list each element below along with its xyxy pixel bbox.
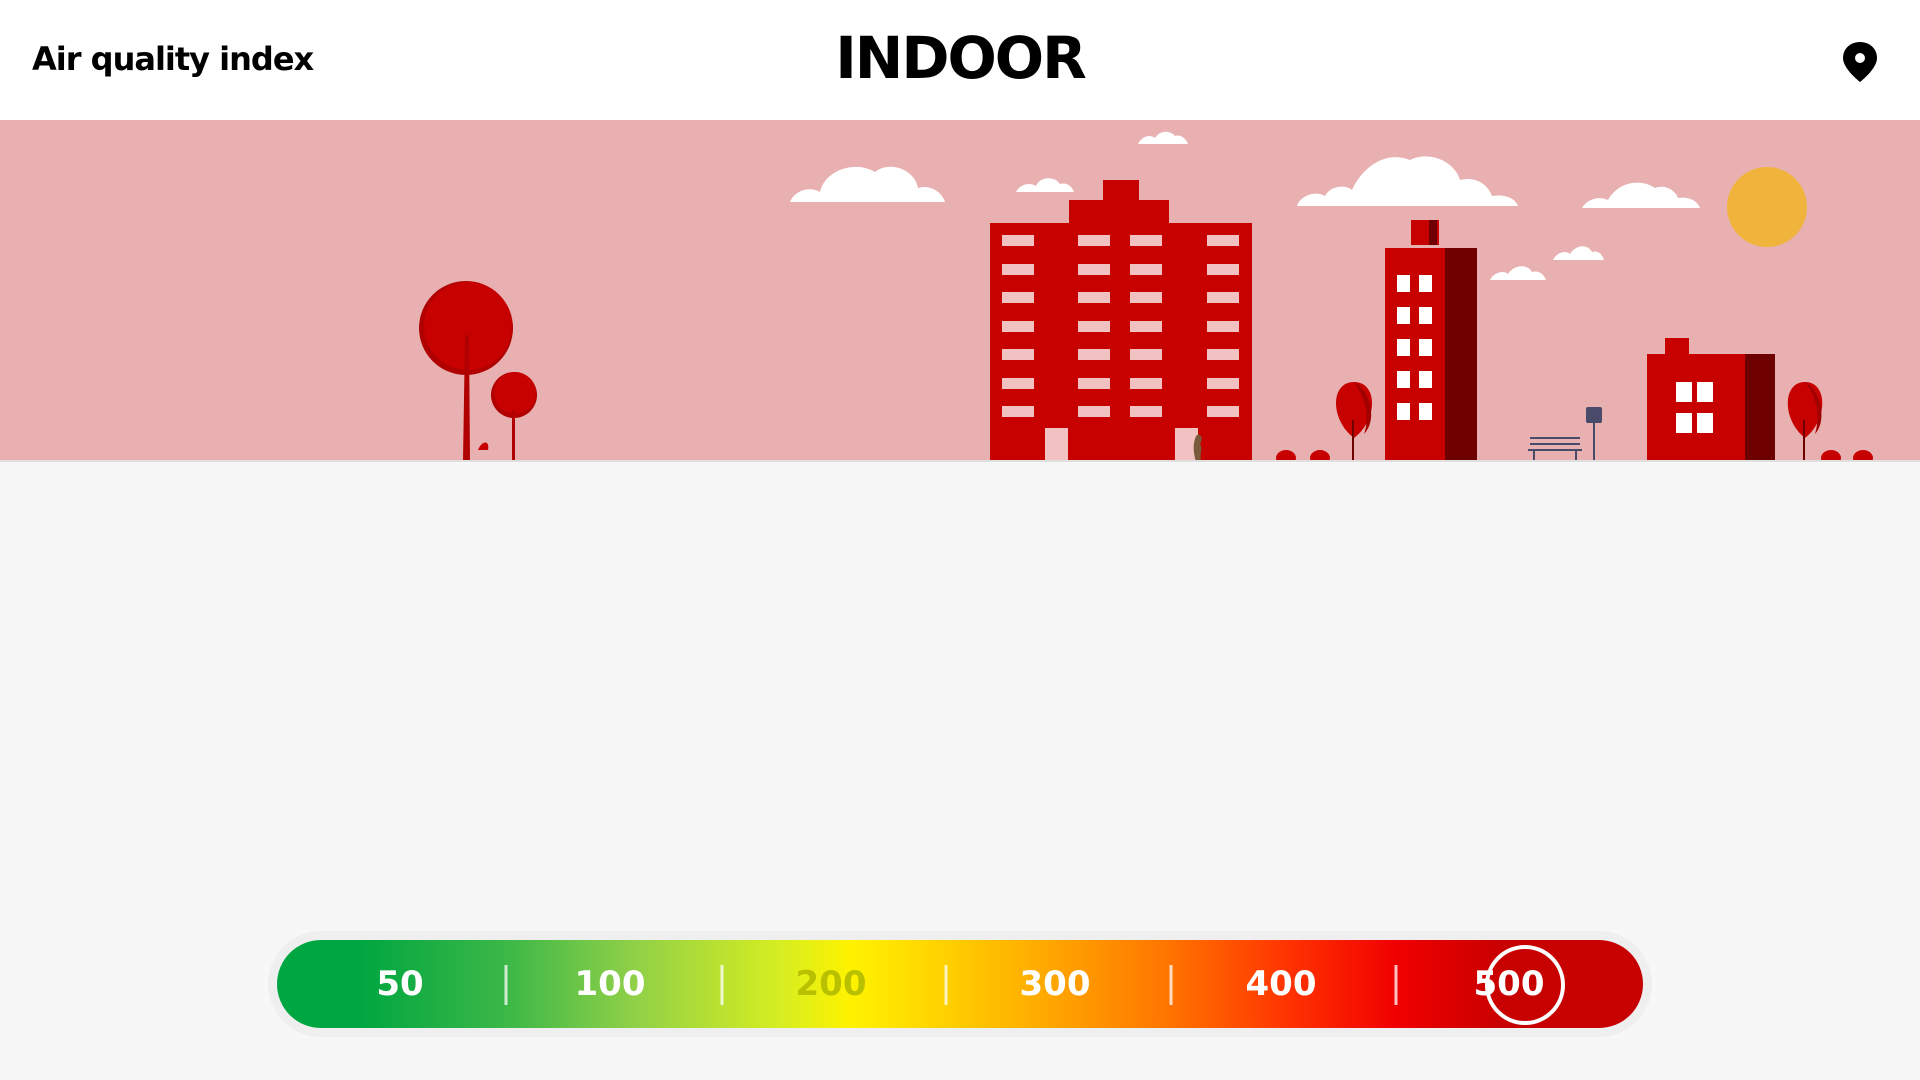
tree-icon <box>1276 382 1873 462</box>
aqi-level-400[interactable]: 400 <box>1245 964 1317 1004</box>
building-icon <box>990 180 1252 462</box>
mode-title: INDOOR <box>835 24 1087 92</box>
city-illustration <box>0 120 1920 462</box>
sign-icon <box>1586 407 1602 461</box>
tree-icon <box>419 281 537 462</box>
location-pin-icon <box>1843 42 1877 82</box>
bench-icon <box>1528 437 1582 462</box>
city-scene-graphic <box>0 131 1920 462</box>
aqi-divider <box>1169 965 1173 1005</box>
aqi-level-500[interactable]: 500 <box>1473 964 1545 1004</box>
building-icon <box>1647 338 1775 460</box>
location-button[interactable] <box>1840 40 1880 84</box>
app-header: Air quality index INDOOR <box>0 0 1920 120</box>
aqi-level-300[interactable]: 300 <box>1019 964 1091 1004</box>
aqi-divider <box>1394 965 1398 1005</box>
aqi-divider <box>504 965 508 1005</box>
aqi-divider <box>944 965 948 1005</box>
aqi-level-100[interactable]: 100 <box>574 964 646 1004</box>
building-icon <box>1385 220 1477 460</box>
cloud-icon <box>790 131 1700 280</box>
aqi-divider <box>720 965 724 1005</box>
aqi-scale: 50 100 200 300 400 500 <box>268 931 1652 1037</box>
aqi-level-50[interactable]: 50 <box>376 964 424 1004</box>
sun-icon <box>1727 167 1807 247</box>
aqi-gradient-bar: 50 100 200 300 400 500 <box>277 940 1643 1028</box>
app-title: Air quality index <box>32 40 314 78</box>
aqi-level-200[interactable]: 200 <box>795 964 867 1004</box>
